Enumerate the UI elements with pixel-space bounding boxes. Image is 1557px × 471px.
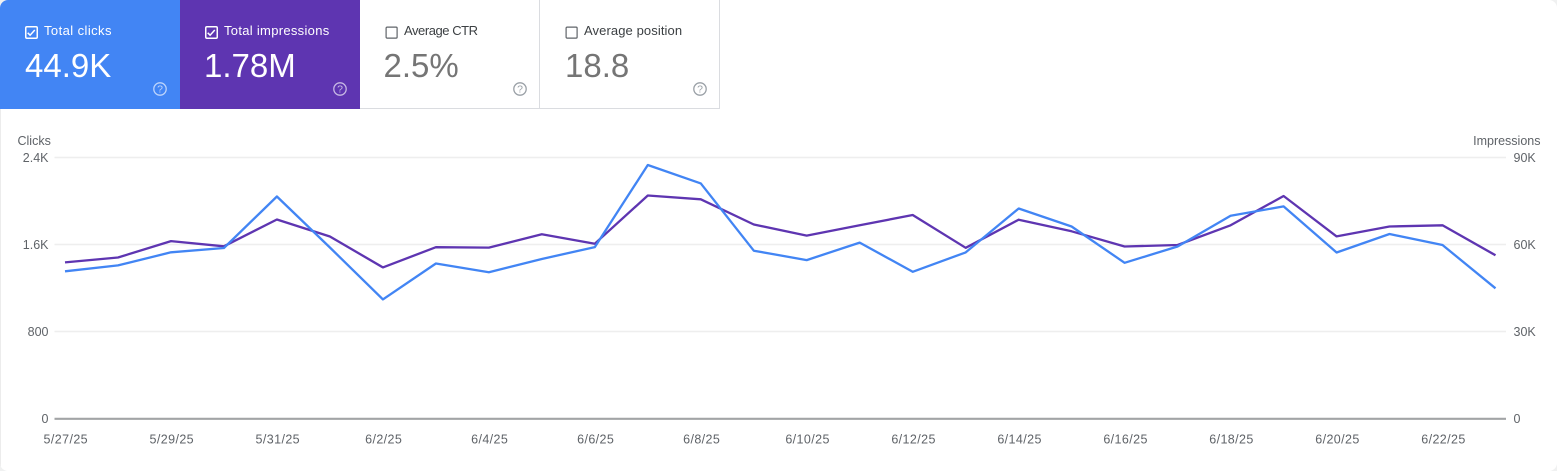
svg-text:6/8/25: 6/8/25 [683, 433, 720, 447]
svg-text:6/12/25: 6/12/25 [891, 433, 936, 447]
svg-text:?: ? [697, 84, 703, 96]
svg-text:5/27/25: 5/27/25 [44, 433, 89, 447]
svg-text:6/6/25: 6/6/25 [577, 433, 614, 447]
svg-text:90K: 90K [1514, 151, 1537, 165]
svg-text:6/16/25: 6/16/25 [1103, 433, 1148, 447]
svg-text:0: 0 [1514, 412, 1521, 426]
svg-text:6/14/25: 6/14/25 [997, 433, 1042, 447]
svg-text:60K: 60K [1514, 238, 1537, 252]
svg-text:30K: 30K [1514, 325, 1537, 339]
svg-text:6/22/25: 6/22/25 [1421, 433, 1466, 447]
svg-text:6/4/25: 6/4/25 [471, 433, 508, 447]
svg-text:6/10/25: 6/10/25 [785, 433, 830, 447]
svg-text:Impressions: Impressions [1473, 134, 1540, 148]
svg-text:2.4K: 2.4K [23, 151, 49, 165]
svg-text:6/18/25: 6/18/25 [1209, 433, 1254, 447]
svg-text:800: 800 [28, 325, 49, 339]
svg-text:0: 0 [42, 412, 49, 426]
svg-text:6/20/25: 6/20/25 [1315, 433, 1360, 447]
svg-text:5/31/25: 5/31/25 [256, 433, 301, 447]
svg-text:Clicks: Clicks [18, 134, 51, 148]
svg-text:?: ? [517, 84, 523, 96]
svg-text:1.6K: 1.6K [23, 238, 49, 252]
svg-text:6/2/25: 6/2/25 [365, 433, 402, 447]
svg-text:?: ? [157, 84, 163, 96]
svg-text:5/29/25: 5/29/25 [150, 433, 195, 447]
svg-text:?: ? [337, 84, 343, 96]
